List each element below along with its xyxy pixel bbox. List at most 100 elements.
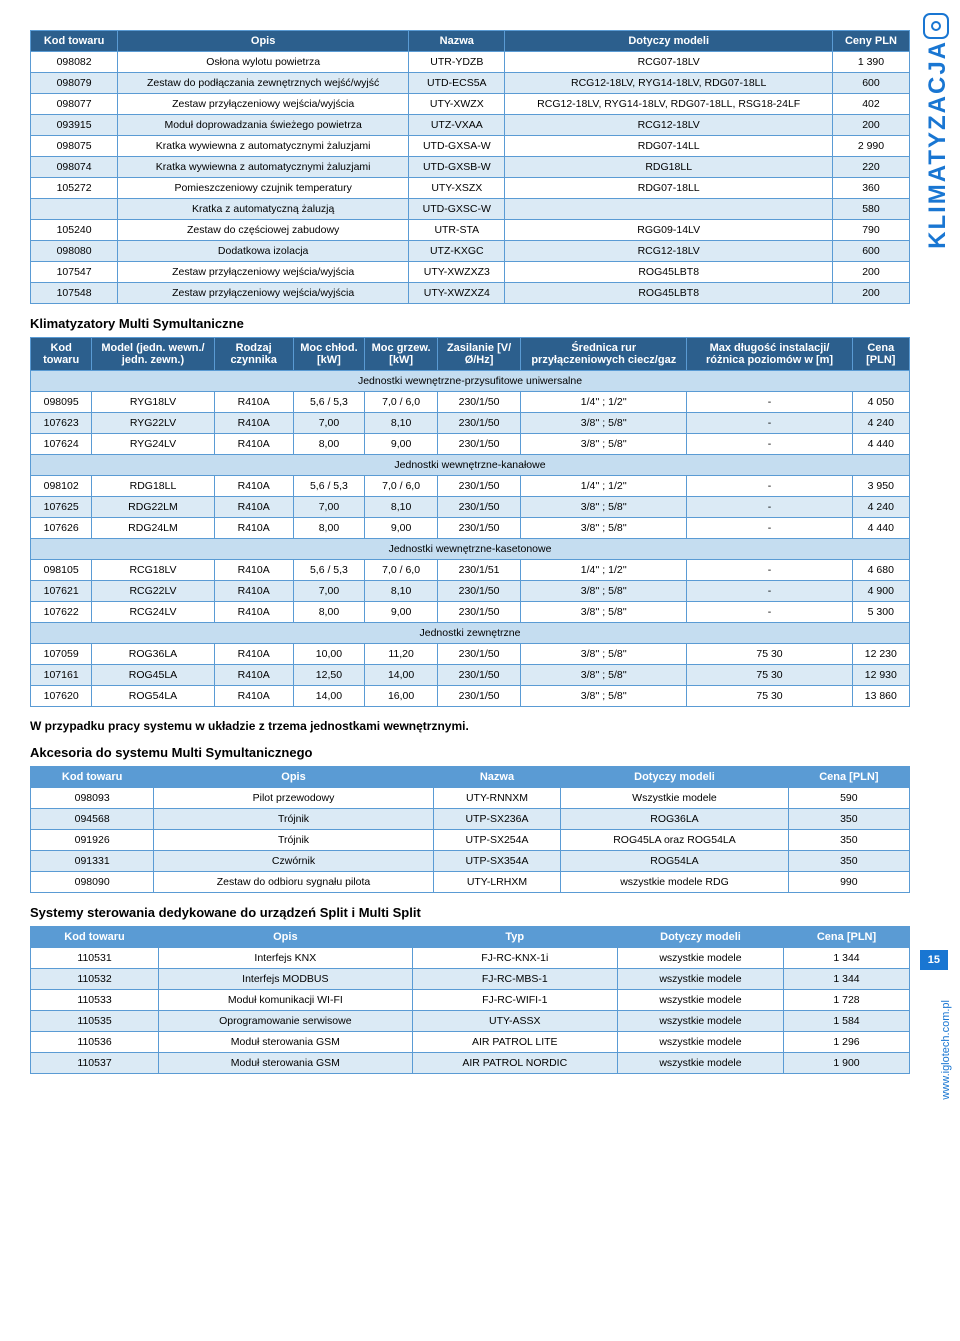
table-row: 107624RYG24LVR410A8,009,00230/1/503/8'' …: [31, 434, 910, 455]
table-cell: R410A: [214, 665, 293, 686]
table-cell: 4 240: [852, 497, 909, 518]
table-cell: 5,6 / 5,3: [293, 560, 364, 581]
table-cell: 990: [788, 872, 909, 893]
table-cell: R410A: [214, 560, 293, 581]
column-header: Max długość instalacji/ różnica poziomów…: [687, 338, 852, 371]
table-cell: RDG18LL: [505, 157, 832, 178]
column-header: Model (jedn. wewn./ jedn. zewn.): [92, 338, 214, 371]
table-cell: 105240: [31, 220, 118, 241]
table-cell: wszystkie modele: [617, 990, 783, 1011]
table-cell: 1 728: [784, 990, 910, 1011]
table-cell: 3/8'' ; 5/8'': [521, 581, 687, 602]
table-cell: Moduł sterowania GSM: [159, 1032, 413, 1053]
table-cell: -: [687, 392, 852, 413]
table-row: 110533Moduł komunikacji WI-FIFJ-RC-WIFI-…: [31, 990, 910, 1011]
table-row: 107161ROG45LAR410A12,5014,00230/1/503/8'…: [31, 665, 910, 686]
table-cell: -: [687, 560, 852, 581]
table-cell: AIR PATROL NORDIC: [412, 1053, 617, 1074]
table-cell: 098082: [31, 52, 118, 73]
table-cell: UTY-XWZXZ4: [409, 283, 505, 304]
table-cell: 4 240: [852, 413, 909, 434]
table-cell: 5 300: [852, 602, 909, 623]
table-cell: 107548: [31, 283, 118, 304]
table-cell: UTZ-KXGC: [409, 241, 505, 262]
table-cell: 9,00: [365, 602, 438, 623]
table-row: 107621RCG22LVR410A7,008,10230/1/503/8'' …: [31, 581, 910, 602]
table-cell: 402: [832, 94, 909, 115]
table-row: 110531Interfejs KNXFJ-RC-KNX-1iwszystkie…: [31, 948, 910, 969]
table-cell: 230/1/51: [438, 560, 521, 581]
table-row: 107620ROG54LAR410A14,0016,00230/1/503/8'…: [31, 686, 910, 707]
table-cell: 107621: [31, 581, 92, 602]
table-cell: 350: [788, 830, 909, 851]
table-cell: 4 440: [852, 518, 909, 539]
table-cell: ROG54LA: [561, 851, 788, 872]
table-cell: 350: [788, 809, 909, 830]
table-cell: Trójnik: [154, 809, 433, 830]
system-note: W przypadku pracy systemu w układzie z t…: [30, 719, 910, 733]
table-cell: 200: [832, 262, 909, 283]
column-header: Zasilanie [V/Ø/Hz]: [438, 338, 521, 371]
table-row: Kratka z automatyczną żaluzjąUTD-GXSC-W5…: [31, 199, 910, 220]
table-cell: 7,00: [293, 413, 364, 434]
column-header: Cena [PLN]: [788, 767, 909, 788]
table-row: 094568TrójnikUTP-SX236AROG36LA350: [31, 809, 910, 830]
table-cell: 098093: [31, 788, 154, 809]
table-cell: 094568: [31, 809, 154, 830]
group-label: Jednostki zewnętrzne: [31, 623, 910, 644]
table-cell: RYG18LV: [92, 392, 214, 413]
table-cell: [31, 199, 118, 220]
table-row: 098093Pilot przewodowyUTY-RNNXMWszystkie…: [31, 788, 910, 809]
table-cell: wszystkie modele: [617, 1053, 783, 1074]
table-cell: 230/1/50: [438, 476, 521, 497]
side-icon: [922, 12, 950, 40]
table-row: 098074Kratka wywiewna z automatycznymi ż…: [31, 157, 910, 178]
table-row: 093915Moduł doprowadzania świeżego powie…: [31, 115, 910, 136]
table-row: 107626RDG24LMR410A8,009,00230/1/503/8'' …: [31, 518, 910, 539]
table-cell: ROG45LBT8: [505, 262, 832, 283]
table-cell: 230/1/50: [438, 518, 521, 539]
table-cell: 3/8'' ; 5/8'': [521, 644, 687, 665]
table-cell: 3/8'' ; 5/8'': [521, 686, 687, 707]
table-cell: -: [687, 476, 852, 497]
table-cell: UTD-GXSB-W: [409, 157, 505, 178]
table-row: 098095RYG18LVR410A5,6 / 5,37,0 / 6,0230/…: [31, 392, 910, 413]
table-cell: 7,0 / 6,0: [365, 476, 438, 497]
column-header: Cena [PLN]: [784, 927, 910, 948]
table-cell: 1 344: [784, 948, 910, 969]
table-cell: RCG12-18LV, RYG14-18LV, RDG07-18LL: [505, 73, 832, 94]
table-cell: 4 900: [852, 581, 909, 602]
table-cell: 11,20: [365, 644, 438, 665]
table-cell: 13 860: [852, 686, 909, 707]
table-row: 091331CzwórnikUTP-SX354AROG54LA350: [31, 851, 910, 872]
table-cell: 10,00: [293, 644, 364, 665]
table-cell: 590: [788, 788, 909, 809]
table-cell: Kratka wywiewna z automatycznymi żaluzja…: [118, 136, 409, 157]
table-cell: R410A: [214, 518, 293, 539]
table-cell: RYG24LV: [92, 434, 214, 455]
table-cell: 3/8'' ; 5/8'': [521, 518, 687, 539]
table-cell: Moduł sterowania GSM: [159, 1053, 413, 1074]
table-cell: 4 050: [852, 392, 909, 413]
table-cell: UTD-ECS5A: [409, 73, 505, 94]
column-header: Średnica rur przyłączeniowych ciecz/gaz: [521, 338, 687, 371]
column-header: Moc chłod. [kW]: [293, 338, 364, 371]
table-cell: 110532: [31, 969, 159, 990]
table-cell: 091331: [31, 851, 154, 872]
table-cell: UTY-RNNXM: [433, 788, 561, 809]
table-cell: 4 440: [852, 434, 909, 455]
table-cell: ROG36LA: [92, 644, 214, 665]
table-cell: UTR-YDZB: [409, 52, 505, 73]
table-cell: R410A: [214, 497, 293, 518]
table-cell: RDG22LM: [92, 497, 214, 518]
table-cell: wszystkie modele: [617, 1032, 783, 1053]
table-cell: -: [687, 518, 852, 539]
table-cell: R410A: [214, 476, 293, 497]
table-cell: Interfejs MODBUS: [159, 969, 413, 990]
table-cell: 200: [832, 115, 909, 136]
column-header: Opis: [154, 767, 433, 788]
group-header-row: Jednostki wewnętrzne-kasetonowe: [31, 539, 910, 560]
table-cell: 8,00: [293, 602, 364, 623]
table-cell: UTP-SX354A: [433, 851, 561, 872]
table-cell: 110533: [31, 990, 159, 1011]
